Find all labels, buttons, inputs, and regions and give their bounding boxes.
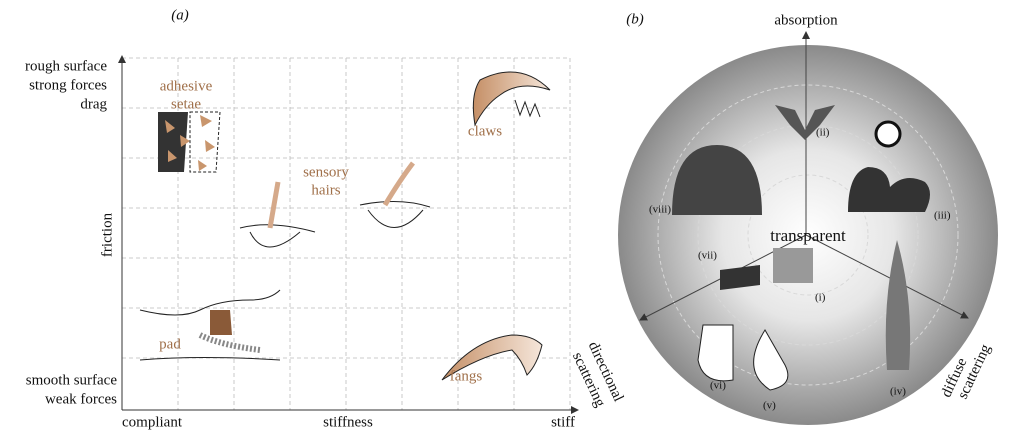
x-axis-title: stiffness [323, 414, 373, 430]
y-top-label: rough surface [25, 58, 107, 74]
y-bottom-label: smooth surface [26, 372, 118, 388]
numeral: (i) [815, 292, 826, 304]
x-right-label: stiff [551, 414, 575, 430]
panel-label: (b) [626, 11, 644, 27]
item-label: adhesive [160, 78, 213, 94]
item-label: fangs [450, 368, 483, 384]
center-label: transparent [770, 226, 846, 245]
x-left-label: compliant [122, 414, 183, 430]
figure: (a) rough surface strong forces drag fri… [0, 0, 1009, 431]
item-label: pad [159, 336, 181, 352]
numeral: (vi) [710, 380, 726, 392]
illustrations [140, 72, 550, 380]
y-top-label: strong forces [29, 77, 107, 93]
numeral: (vii) [698, 250, 717, 262]
numeral: (ii) [816, 127, 830, 139]
item-label: setae [171, 96, 201, 112]
numeral: (iv) [890, 386, 906, 398]
item-label: hairs [311, 182, 340, 198]
numeral: (v) [763, 400, 776, 412]
y-bottom-label: weak forces [45, 391, 117, 407]
y-axis-title: friction [99, 212, 115, 257]
numeral: (iii) [934, 210, 951, 222]
panel-label: (a) [171, 7, 189, 23]
item-label: claws [468, 123, 502, 139]
numeral: (viii) [649, 204, 671, 216]
item-label: sensory [303, 164, 349, 180]
y-top-label: drag [80, 96, 107, 112]
axis-label: absorption [774, 12, 838, 28]
